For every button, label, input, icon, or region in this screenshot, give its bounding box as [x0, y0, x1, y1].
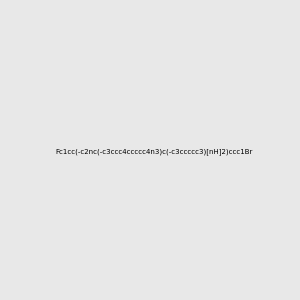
Text: Fc1cc(-c2nc(-c3ccc4ccccc4n3)c(-c3ccccc3)[nH]2)ccc1Br: Fc1cc(-c2nc(-c3ccc4ccccc4n3)c(-c3ccccc3)… — [55, 148, 252, 155]
